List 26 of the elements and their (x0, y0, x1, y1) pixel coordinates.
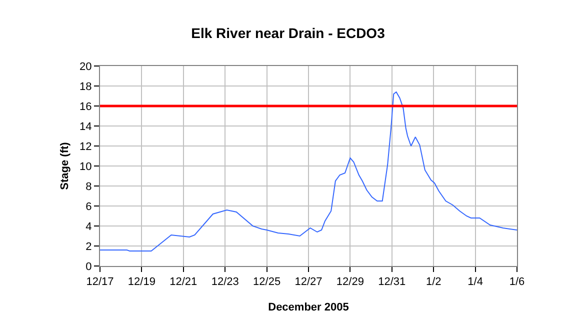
x-tick-label: 1/2 (426, 276, 442, 288)
y-tick-label: 14 (80, 120, 92, 133)
x-axis-title: December 2005 (268, 301, 349, 314)
y-tick-label: 4 (86, 220, 92, 233)
x-tick-label: 12/21 (170, 276, 198, 288)
y-axis-title: Stage (ft) (59, 142, 72, 190)
y-tick-label: 0 (86, 260, 92, 273)
y-tick-label: 12 (80, 140, 92, 153)
chart-title: Elk River near Drain - ECDO3 (191, 24, 386, 41)
x-tick-label: 12/19 (128, 276, 156, 288)
y-tick-label: 2 (86, 240, 92, 253)
y-tick-label: 8 (86, 180, 92, 193)
x-tick-label: 12/17 (86, 276, 114, 288)
x-tick-label: 12/25 (253, 276, 281, 288)
line-series (100, 92, 517, 252)
x-tick-label: 12/31 (378, 276, 406, 288)
y-tick-label: 10 (80, 160, 92, 173)
x-tick-label: 1/4 (468, 276, 483, 288)
y-tick-label: 20 (80, 60, 92, 73)
x-tick-label: 12/27 (294, 276, 322, 288)
y-tick-label: 6 (86, 200, 92, 213)
x-tick-label: 12/29 (336, 276, 364, 288)
x-tick-label: 1/6 (509, 276, 525, 288)
x-tick-label: 12/23 (211, 276, 239, 288)
y-tick-label: 16 (80, 100, 92, 113)
y-tick-label: 18 (80, 80, 92, 93)
